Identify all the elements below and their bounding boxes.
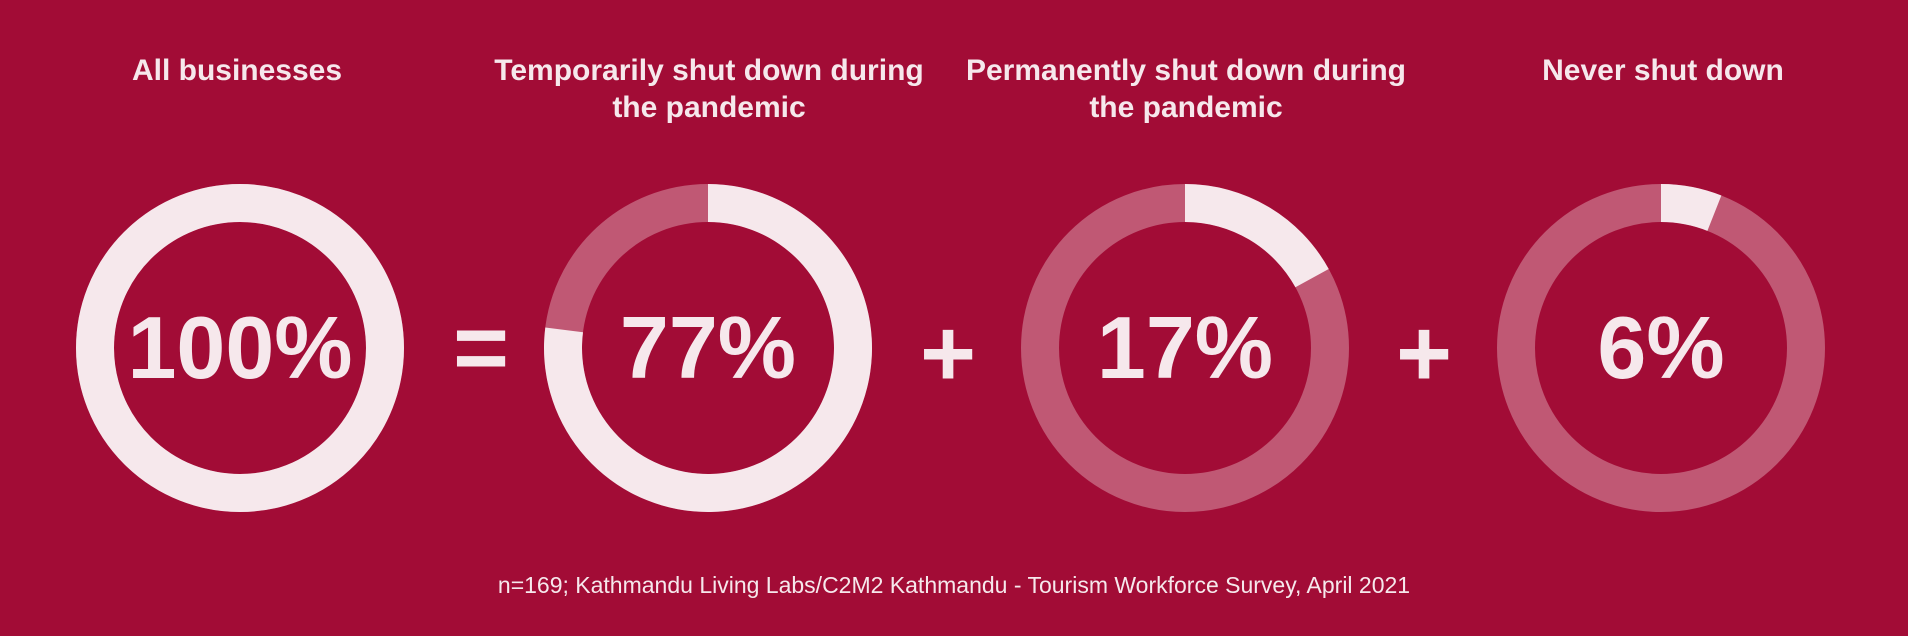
donut-chart: 100% [76,184,404,512]
panel-never-shut: Never shut down 6% [1428,0,1898,560]
donut-chart: 6% [1497,184,1825,512]
donut-value-arc [76,184,404,512]
panel-permanently-shut: Permanently shut down during the pandemi… [951,0,1421,560]
donut-percentage-label: 17% [1097,298,1273,397]
chart-title: Temporarily shut down during the pandemi… [494,54,924,124]
donut-chart: 77% [544,184,872,512]
donut-value-arc [1661,184,1722,231]
plus-sign: + [1395,300,1453,407]
panel-temporarily-shut: Temporarily shut down during the pandemi… [474,0,944,560]
donut-percentage-label: 6% [1597,298,1724,397]
equals-sign: = [452,294,510,401]
source-note: n=169; Kathmandu Living Labs/C2M2 Kathma… [497,572,1411,598]
donut-percentage-label: 100% [127,298,352,397]
chart-title: All businesses [131,54,343,87]
plus-sign: + [919,300,977,407]
chart-title: Permanently shut down during the pandemi… [965,54,1407,124]
donut-chart: 17% [1021,184,1349,512]
donut-value-arc [1185,184,1329,288]
donut-percentage-label: 77% [620,298,796,397]
chart-title: Never shut down [1542,54,1784,87]
panel-all-businesses: All businesses 100% [2,0,472,560]
